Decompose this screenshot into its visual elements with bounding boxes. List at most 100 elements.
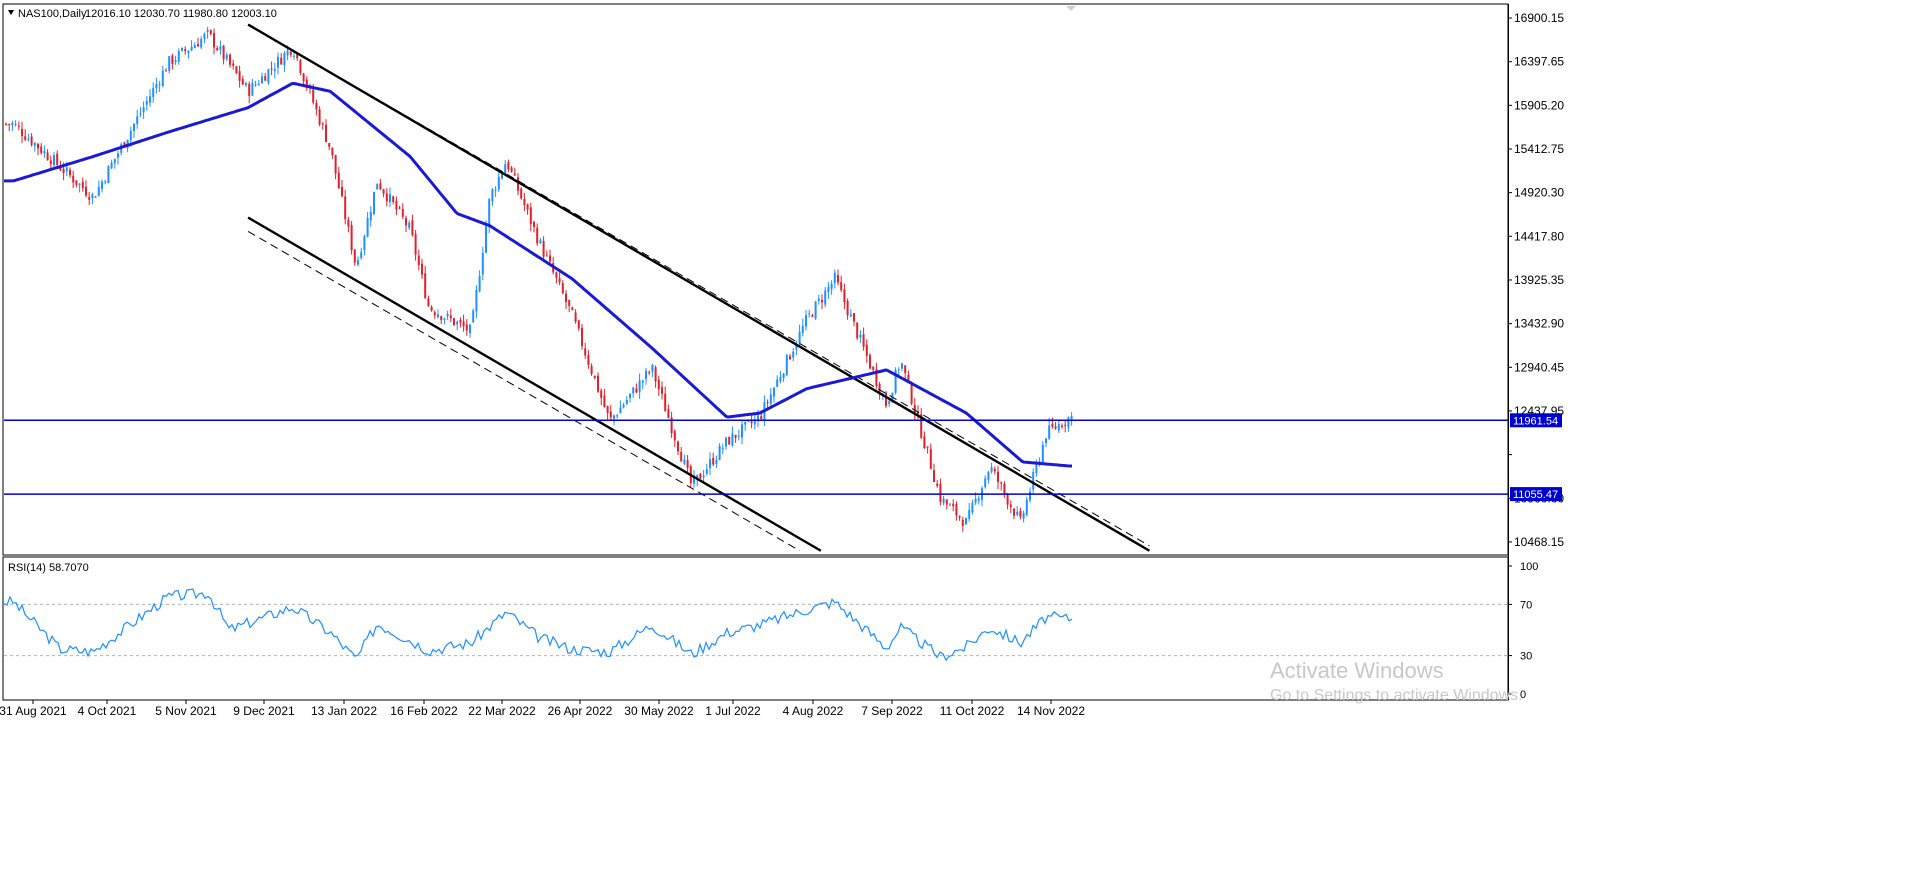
candle-bear [5, 123, 7, 125]
candle-bull [446, 313, 449, 317]
candle-bear [821, 300, 823, 303]
candle-bull [792, 351, 795, 358]
price-tick-label: 15905.20 [1514, 98, 1564, 112]
candle-bear [1013, 508, 1015, 516]
candle-bull [200, 38, 203, 48]
candle-bull [718, 445, 721, 460]
candle-bull [987, 471, 990, 480]
candle-bear [558, 278, 561, 283]
candle-bear [440, 316, 443, 320]
rsi-tick-label: 100 [1520, 561, 1538, 573]
candle-bear [885, 392, 887, 406]
price-tick-label: 15412.75 [1514, 142, 1564, 156]
candle-bear [862, 334, 865, 347]
candle-bear [321, 123, 324, 125]
candle-bull [485, 225, 487, 253]
symbol-dropdown-icon[interactable] [8, 10, 14, 15]
candle-bull [91, 194, 94, 198]
candle-bear [667, 409, 670, 418]
candle-bull [753, 419, 756, 425]
candle-bull [1045, 438, 1047, 443]
candle-bear [526, 204, 529, 210]
time-tick-label: 1 Jul 2022 [705, 704, 761, 718]
chart-shift-marker-icon[interactable] [1066, 6, 1076, 11]
candle-bull [1041, 444, 1044, 463]
candle-bear [853, 313, 855, 322]
candle-bear [427, 298, 430, 306]
candle-bear [945, 499, 948, 505]
candle-bull [245, 83, 247, 86]
candle-bull [497, 176, 500, 190]
candle-bull [117, 153, 119, 158]
candle-bull [990, 467, 993, 472]
candle-bull [702, 475, 705, 478]
candle-bear [929, 449, 932, 469]
candle-bear [734, 434, 737, 438]
candle-bear [565, 293, 567, 303]
candle-bear [17, 125, 20, 127]
candle-bull [705, 469, 708, 474]
candle-bear [952, 503, 955, 507]
candle-bull [638, 380, 641, 393]
candle-bull [389, 194, 391, 203]
candle-bear [280, 57, 283, 65]
candle-bull [78, 183, 81, 186]
level-price-label: 11055.47 [1513, 489, 1558, 501]
candle-bear [334, 154, 337, 174]
candle-bull [357, 260, 359, 265]
candle-bear [59, 166, 62, 171]
candle-bull [901, 363, 903, 369]
candle-bull [645, 370, 647, 379]
candle-bear [593, 375, 596, 378]
candle-bull [1029, 491, 1031, 501]
candle-bear [405, 217, 407, 226]
symbol-label: NAS100,Daily [18, 8, 87, 20]
candle-bull [824, 290, 827, 305]
level-price-label: 11961.54 [1513, 415, 1558, 427]
candle-bear [523, 198, 526, 206]
candle-bear [37, 143, 39, 149]
candle-bull [731, 433, 734, 446]
candle-bull [830, 283, 833, 290]
candle-bull [469, 324, 471, 333]
candle-bear [462, 321, 465, 327]
candle-bear [865, 344, 868, 356]
candle-bear [533, 222, 535, 227]
candle-bear [430, 306, 433, 311]
candle-bull [481, 252, 484, 275]
candle-bear [392, 196, 395, 203]
candle-bull [129, 130, 132, 141]
candle-bull [456, 321, 459, 325]
candle-bear [88, 197, 91, 200]
candle-bear [235, 66, 238, 74]
candle-bear [325, 124, 327, 142]
candle-bear [606, 406, 609, 413]
activate-windows-subtitle: Go to Settings to activate Windows. [1270, 687, 1523, 704]
candle-bull [859, 334, 862, 338]
candle-bear [997, 471, 999, 482]
candle-bear [62, 168, 65, 174]
price-axis: 16900.15 16397.65 15905.20 15412.75 14920.30… [1508, 11, 1564, 549]
candle-bear [1000, 482, 1003, 484]
candle-bear [923, 436, 926, 449]
candle-bull [779, 377, 782, 382]
candle-bull [104, 181, 107, 183]
price-tick-label: 10468.15 [1514, 535, 1564, 549]
candle-bull [155, 84, 158, 89]
candle-bear [712, 457, 715, 465]
time-tick-label: 7 Sep 2022 [861, 704, 923, 718]
candle-bear [661, 387, 663, 394]
candle-bear [75, 180, 78, 185]
candle-bear [750, 421, 753, 424]
candle-bear [664, 393, 667, 412]
candle-bear [347, 219, 350, 227]
candle-bear [296, 53, 299, 59]
time-tick-label: 22 Mar 2022 [468, 704, 536, 718]
candle-bull [136, 116, 139, 124]
candle-bull [619, 407, 622, 414]
candle-bear [545, 255, 548, 257]
candle-bull [977, 498, 980, 501]
candle-bear [395, 200, 398, 210]
candle-bear [270, 68, 273, 70]
